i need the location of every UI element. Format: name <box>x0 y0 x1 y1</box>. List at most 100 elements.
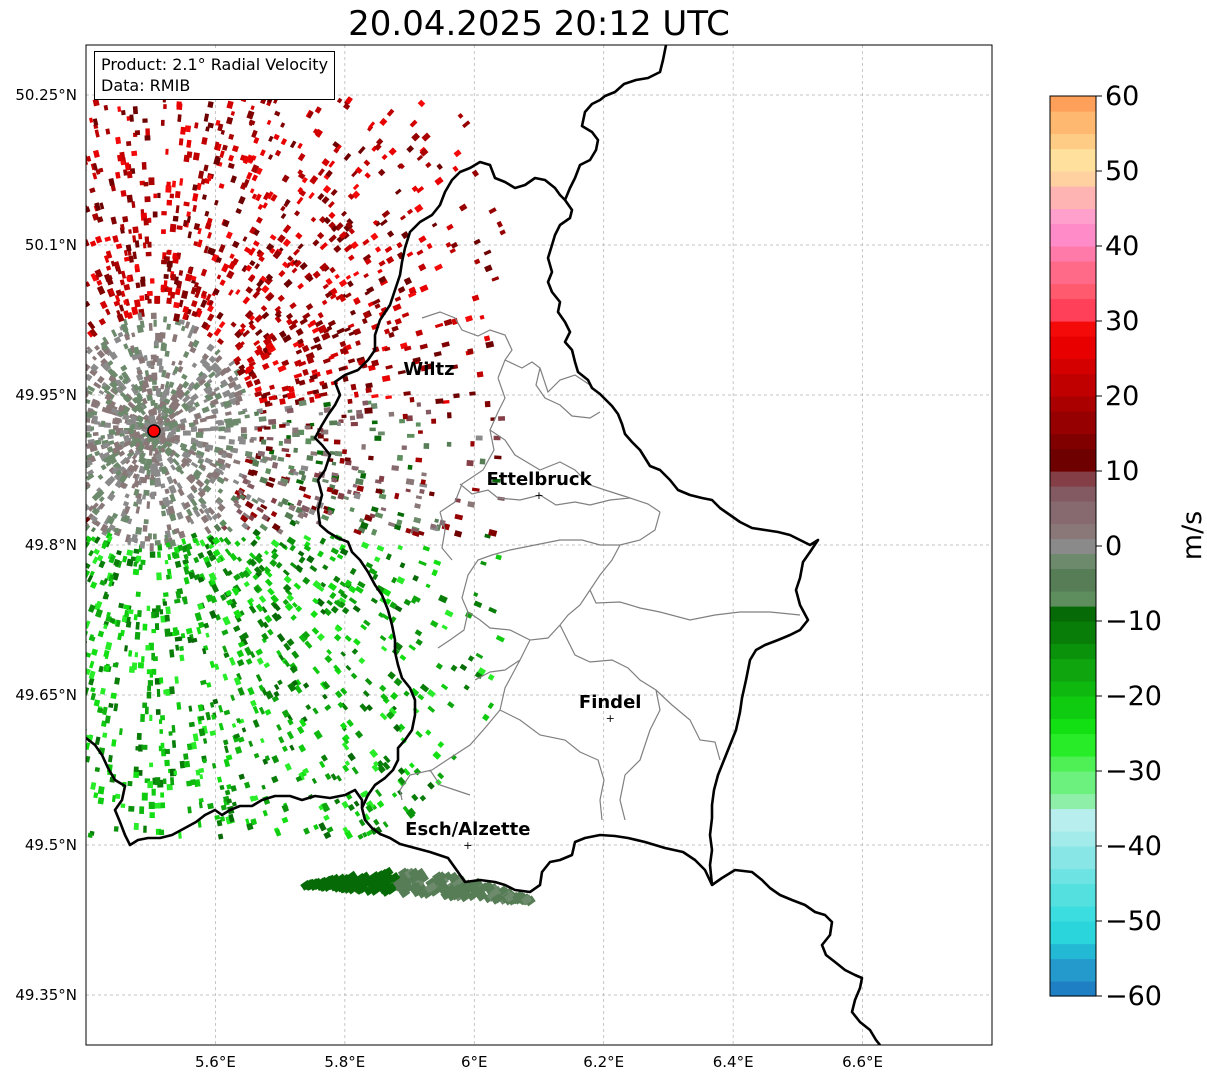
velocity-pixel <box>475 435 483 441</box>
velocity-pixel <box>245 264 253 272</box>
velocity-pixel <box>166 574 171 580</box>
velocity-pixel <box>434 518 440 524</box>
velocity-pixel <box>19 365 24 370</box>
velocity-pixel <box>104 393 113 402</box>
velocity-pixel <box>265 481 275 488</box>
velocity-pixel <box>177 365 184 373</box>
velocity-pixel <box>459 663 468 671</box>
velocity-pixel <box>264 755 271 762</box>
velocity-pixel <box>370 232 379 241</box>
velocity-pixel <box>128 439 137 448</box>
velocity-pixel <box>130 386 140 396</box>
velocity-pixel <box>154 481 161 488</box>
velocity-pixel <box>165 606 171 615</box>
velocity-pixel <box>73 513 82 522</box>
colorbar-band <box>1050 396 1096 412</box>
velocity-pixel <box>344 457 351 462</box>
velocity-pixel <box>128 650 133 657</box>
velocity-pixel <box>104 653 109 660</box>
velocity-pixel <box>175 408 184 416</box>
velocity-pixel <box>343 734 350 741</box>
velocity-pixel <box>357 469 365 474</box>
velocity-pixel <box>254 328 263 337</box>
velocity-pixel <box>253 378 261 386</box>
velocity-pixel <box>27 216 35 224</box>
velocity-pixel <box>269 247 276 255</box>
velocity-pixel <box>63 301 71 309</box>
velocity-pixel <box>304 272 313 281</box>
velocity-pixel <box>120 160 126 166</box>
velocity-pixel <box>111 329 118 338</box>
velocity-pixel <box>293 248 300 256</box>
velocity-pixel <box>127 780 133 787</box>
velocity-pixel <box>268 476 276 483</box>
velocity-pixel <box>190 437 196 443</box>
velocity-pixel <box>72 578 80 586</box>
velocity-pixel <box>177 360 183 366</box>
velocity-pixel <box>164 628 171 637</box>
velocity-pixel <box>0 671 7 679</box>
velocity-pixel <box>275 561 283 569</box>
velocity-pixel <box>95 169 101 175</box>
velocity-pixel <box>431 569 438 577</box>
velocity-pixel <box>30 289 37 296</box>
velocity-pixel <box>284 198 291 205</box>
velocity-pixel <box>425 877 437 889</box>
velocity-pixel <box>88 635 96 642</box>
velocity-pixel <box>353 391 359 398</box>
velocity-pixel <box>305 704 312 711</box>
velocity-pixel <box>341 606 350 615</box>
velocity-pixel <box>35 106 41 113</box>
velocity-pixel <box>161 229 166 235</box>
velocity-pixel <box>388 147 397 156</box>
velocity-pixel <box>394 296 402 302</box>
velocity-pixel <box>499 229 506 236</box>
velocity-pixel <box>94 439 102 446</box>
velocity-pixel <box>328 234 337 243</box>
velocity-pixel <box>46 280 53 287</box>
lat-tick-label: 49.65°N <box>15 686 77 704</box>
velocity-pixel <box>233 383 242 391</box>
velocity-pixel <box>103 104 109 111</box>
velocity-pixel <box>168 513 176 519</box>
velocity-pixel <box>44 433 49 436</box>
velocity-pixel <box>185 547 192 557</box>
velocity-pixel <box>98 496 105 503</box>
velocity-pixel <box>99 453 110 462</box>
velocity-pixel <box>88 117 94 123</box>
velocity-pixel <box>71 490 79 498</box>
velocity-pixel <box>6 748 14 756</box>
velocity-pixel <box>265 402 273 407</box>
velocity-pixel <box>169 539 177 548</box>
velocity-pixel <box>57 306 64 313</box>
velocity-pixel <box>397 511 405 518</box>
velocity-pixel <box>143 825 147 833</box>
velocity-pixel <box>164 488 170 495</box>
velocity-pixel <box>8 117 17 127</box>
velocity-pixel <box>40 176 48 185</box>
velocity-pixel <box>233 676 242 686</box>
velocity-pixel <box>60 648 65 653</box>
velocity-pixel <box>283 575 292 584</box>
velocity-pixel <box>108 178 115 187</box>
velocity-pixel <box>308 508 316 516</box>
velocity-pixel <box>24 579 29 584</box>
velocity-pixel <box>180 632 186 639</box>
velocity-pixel <box>295 605 303 613</box>
velocity-pixel <box>329 420 338 426</box>
velocity-pixel <box>179 645 184 652</box>
velocity-pixel <box>230 694 236 702</box>
velocity-pixel <box>213 141 220 151</box>
velocity-pixel <box>62 725 67 732</box>
velocity-pixel <box>143 355 148 362</box>
velocity-pixel <box>253 339 261 347</box>
colorbar-band <box>1050 553 1096 570</box>
velocity-pixel <box>480 560 487 566</box>
velocity-pixel <box>333 244 342 253</box>
velocity-pixel <box>198 508 205 515</box>
velocity-pixel <box>24 453 29 458</box>
velocity-pixel <box>0 609 7 616</box>
velocity-pixel <box>282 598 289 606</box>
velocity-pixel <box>388 411 395 417</box>
velocity-pixel <box>314 393 321 399</box>
